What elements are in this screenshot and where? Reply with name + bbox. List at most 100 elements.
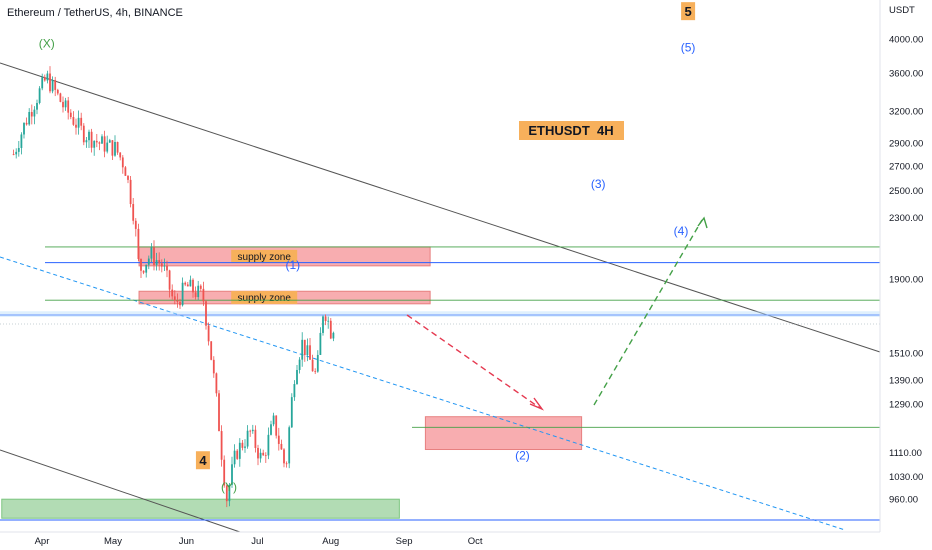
candle-body [56,89,59,94]
candle-body [158,260,161,264]
candle-body [12,154,15,155]
candle-body [121,157,124,168]
candle-body [186,284,189,287]
supply-zone-tag [231,291,298,305]
candle-body [77,117,80,128]
candle-body [168,270,171,290]
candle-body [30,112,33,117]
candle-body [69,112,72,118]
support-zone [1,498,400,519]
candle-body [101,136,103,144]
candle-body [194,292,197,298]
upper-trendline [0,62,881,353]
candle-body [43,77,46,81]
candle-body [59,93,62,102]
candle-body [262,452,265,456]
candle-body [205,301,207,326]
candle-body [75,124,77,128]
wave-label-5: 5 [684,4,691,19]
candle-body [64,100,67,108]
price-tick-label: 2900.00 [889,138,923,149]
price-tick-label: 1290.00 [889,399,923,410]
candle-body [160,263,163,267]
supply-zone-label: supply zone [238,293,292,304]
candle-body [231,464,233,485]
candle-body [72,117,75,125]
candle-body [238,442,241,459]
time-axis-bg [0,532,932,550]
candle-body [46,73,49,81]
candle-body [311,359,314,372]
candle-body [23,122,25,135]
price-axis[interactable]: 4000.00 3600.00 3200.00 2900.00 2700.00 2500.… [879,0,932,550]
symbol-title: Ethereum / TetherUS, 4h, BINANCE [7,7,183,19]
candle-body [95,140,98,143]
candle-body [98,142,101,144]
wave-label-4: 4 [199,453,207,468]
dashed-channel-line [0,256,846,531]
candle-body [93,140,96,148]
supply-zone-label: supply zone [238,252,292,263]
candle-body [207,325,210,342]
candle-body [228,484,231,502]
candle-body [129,179,132,205]
time-tick-label: Jun [179,536,194,547]
price-tick-label: 1390.00 [889,375,923,386]
candle-body [309,345,311,360]
candle-body [223,459,226,486]
candle-body [215,373,218,394]
price-tick-label: 960.00 [889,495,918,506]
candle-body [275,415,278,436]
candle-body [241,442,244,448]
candle-body [41,77,44,89]
candle-body [145,264,148,273]
projection-layer [406,216,708,411]
trendlines-layer [0,62,881,533]
candle-body [298,359,301,370]
candle-body [127,175,129,180]
candle-body [270,424,272,435]
annotation-tag-bg [519,121,624,140]
candle-body [246,430,249,447]
candle-body [225,485,228,502]
time-axis[interactable]: Apr May Jun Jul Aug Sep Oct [0,531,932,550]
candle-body [327,320,330,322]
candle-body [314,371,317,373]
price-tick-label: 1900.00 [889,275,923,286]
candle-body [150,247,153,259]
candle-body [25,122,28,125]
price-tick-label: 2500.00 [889,186,923,197]
time-tick-label: May [104,536,122,547]
wave-label: (X) [39,36,55,50]
annotation-tag-label: ETHUSDT 4H [528,123,613,138]
candle-body [212,359,215,374]
candle-body [236,450,239,459]
wave-label: (1) [286,258,301,272]
candle-body [54,80,57,90]
bullish-arrowhead [697,216,708,229]
candle-body [257,447,259,459]
candle-body [155,260,158,266]
candle-body [176,300,179,302]
price-tick-label: 1510.00 [889,349,923,360]
candle-body [17,147,20,152]
candle-body [179,301,181,306]
candle-body [119,152,122,158]
bullish-projection-arrow [593,219,703,406]
candle-body [322,316,324,333]
lower-trendline [0,449,241,533]
wave-label: (5) [681,41,696,55]
candle-body [192,279,194,293]
price-axis-bg [880,0,932,550]
wave-label: (3) [591,177,606,191]
candle-body [259,452,262,459]
candle-body [329,320,332,339]
wave-tag-bg [681,2,696,21]
bearish-projection-arrow [406,314,541,409]
time-tick-label: Aug [322,536,339,547]
wave-tag-bg [195,451,210,470]
price-tick-label: 2700.00 [889,161,923,172]
candle-body [166,265,168,271]
